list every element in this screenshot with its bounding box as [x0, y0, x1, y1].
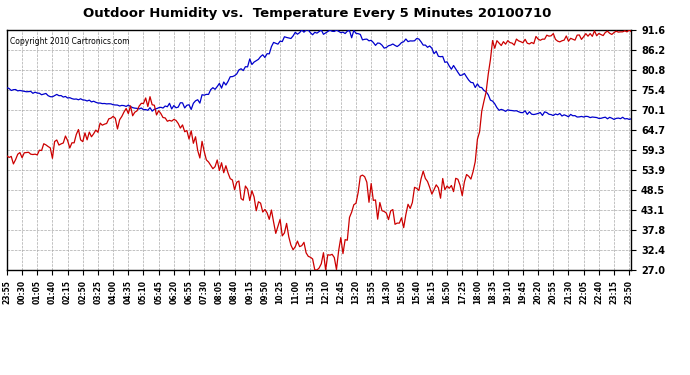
Text: Copyright 2010 Cartronics.com: Copyright 2010 Cartronics.com — [10, 37, 130, 46]
Text: Outdoor Humidity vs.  Temperature Every 5 Minutes 20100710: Outdoor Humidity vs. Temperature Every 5… — [83, 8, 551, 21]
